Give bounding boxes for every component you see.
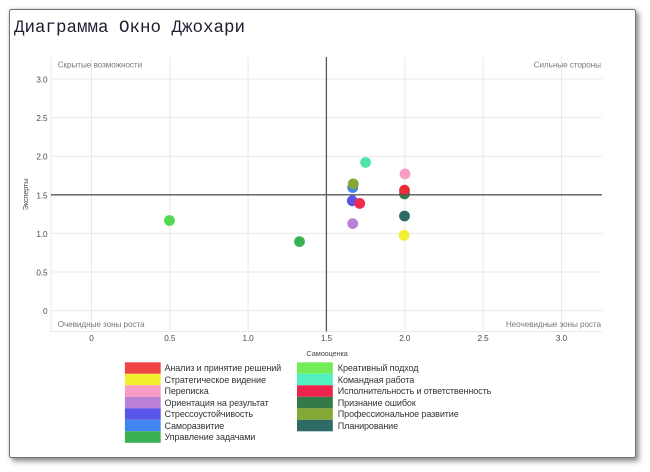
svg-text:2.0: 2.0	[36, 153, 48, 162]
svg-text:3.0: 3.0	[36, 76, 48, 85]
svg-text:Ориентация на результат: Ориентация на результат	[165, 398, 269, 408]
svg-text:Планирование: Планирование	[338, 421, 398, 431]
svg-text:Стратегическое видение: Стратегическое видение	[165, 375, 266, 385]
svg-text:1.5: 1.5	[36, 191, 48, 200]
svg-text:Саморазвитие: Саморазвитие	[165, 421, 225, 431]
svg-text:Исполнительность и ответственн: Исполнительность и ответственность	[338, 386, 492, 396]
svg-text:0.5: 0.5	[164, 334, 176, 343]
svg-text:Командная работа: Командная работа	[338, 375, 415, 385]
svg-text:1.0: 1.0	[36, 230, 48, 239]
svg-text:Очевидные зоны роста: Очевидные зоны роста	[58, 320, 145, 329]
svg-text:3.0: 3.0	[556, 334, 568, 343]
svg-text:2.0: 2.0	[399, 334, 411, 343]
svg-text:Анализ и принятие решений: Анализ и принятие решений	[165, 363, 282, 373]
svg-text:0.5: 0.5	[36, 269, 48, 278]
svg-text:0: 0	[89, 334, 94, 343]
svg-text:Стрессоустойчивость: Стрессоустойчивость	[165, 409, 254, 419]
svg-text:1.5: 1.5	[321, 334, 333, 343]
svg-text:Сильные стороны: Сильные стороны	[534, 61, 602, 70]
svg-text:Управление задачами: Управление задачами	[165, 432, 256, 442]
svg-text:Креативный подход: Креативный подход	[338, 363, 419, 373]
svg-text:Эксперты: Эксперты	[21, 179, 30, 211]
svg-text:Признание ошибок: Признание ошибок	[338, 398, 416, 408]
svg-text:2.5: 2.5	[478, 334, 490, 343]
svg-text:Переписка: Переписка	[165, 386, 209, 396]
svg-text:Скрытые возможности: Скрытые возможности	[58, 61, 142, 70]
svg-text:Самооценка: Самооценка	[306, 349, 348, 358]
svg-text:Профессиональное развитие: Профессиональное развитие	[338, 409, 459, 419]
svg-text:0: 0	[43, 307, 48, 316]
svg-text:Неочевидные зоны роста: Неочевидные зоны роста	[506, 320, 602, 329]
svg-text:2.5: 2.5	[36, 114, 48, 123]
svg-text:1.0: 1.0	[243, 334, 255, 343]
